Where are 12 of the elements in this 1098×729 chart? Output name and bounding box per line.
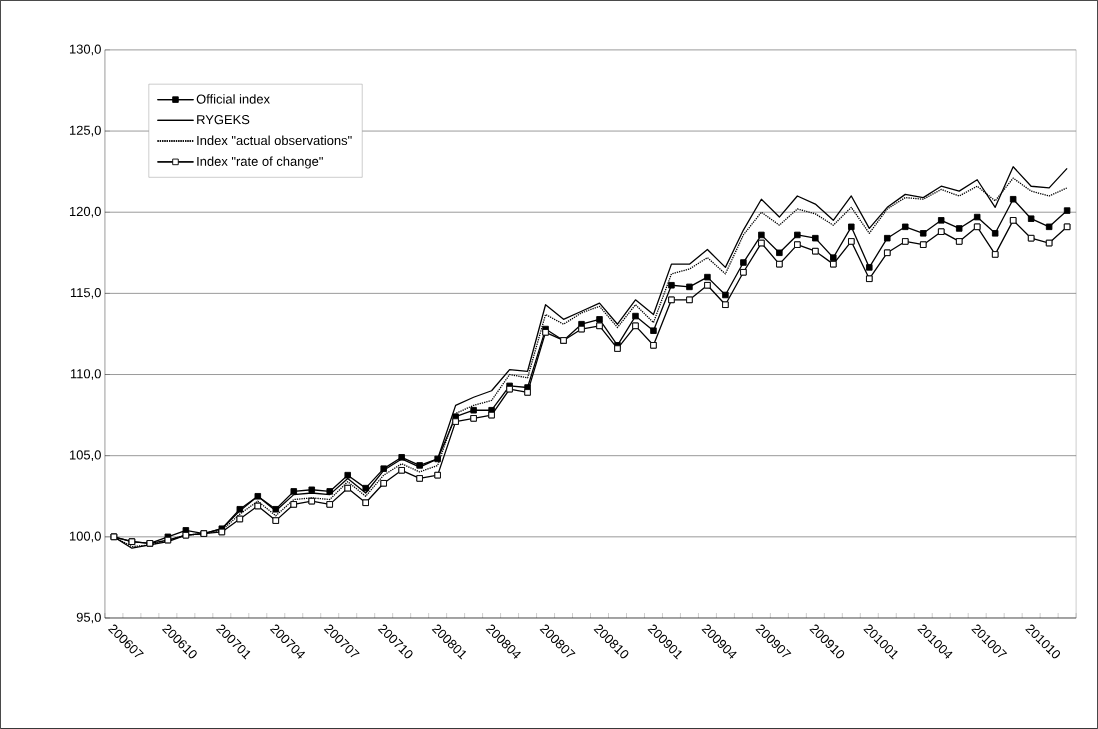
y-tick-label: 105,0 bbox=[69, 450, 101, 462]
y-tick-label: 100,0 bbox=[69, 531, 101, 543]
y-tick-label: 120,0 bbox=[69, 206, 101, 218]
y-tick-label: 130,0 bbox=[69, 44, 101, 56]
legend-label: Index "rate of change" bbox=[197, 156, 323, 169]
legend-label: Index "actual observations" bbox=[197, 135, 352, 146]
y-tick-label: 110,0 bbox=[70, 369, 101, 380]
y-tick-label: 125,0 bbox=[69, 125, 101, 137]
y-tick-label: 115,0 bbox=[70, 288, 101, 299]
y-tick-label: 95,0 bbox=[76, 612, 101, 624]
legend-label: RYGEKS bbox=[197, 115, 250, 125]
legend-label: Official index bbox=[196, 94, 270, 104]
